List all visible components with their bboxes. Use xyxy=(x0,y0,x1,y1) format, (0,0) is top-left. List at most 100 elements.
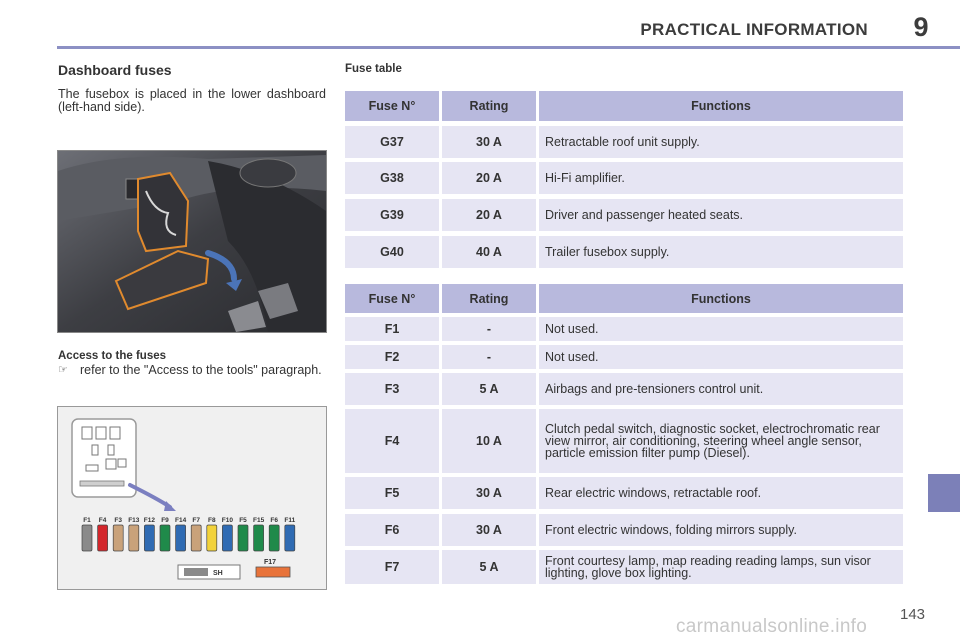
table-row: G40 40 A Trailer fusebox supply. xyxy=(345,236,903,268)
rating-cell: 20 A xyxy=(442,162,536,194)
rating-cell: 30 A xyxy=(442,514,536,546)
function-cell: Front courtesy lamp, map reading reading… xyxy=(539,550,903,584)
fuse-labels: F1 F4 F3 F13 F12 F9 F14 F7 F8 F10 F5 F15 F6 F11 xyxy=(83,517,295,524)
fuse-cell: F7 xyxy=(345,550,439,584)
function-cell: Trailer fusebox supply. xyxy=(539,236,903,268)
fuse-bar xyxy=(237,524,249,552)
fuse-label: F12 xyxy=(144,517,156,524)
table-row: F4 10 A Clutch pedal switch, diagnostic so… xyxy=(345,409,903,473)
header-functions: Functions xyxy=(539,284,903,313)
fuse-table-title: Fuse table xyxy=(345,63,402,75)
fuse-bar xyxy=(190,524,202,552)
rating-cell: 5 A xyxy=(442,373,536,405)
table-row: G38 20 A Hi-Fi amplifier. xyxy=(345,162,903,194)
fuse-label: F10 xyxy=(222,517,234,524)
header-rating: Rating xyxy=(442,91,536,121)
sh-label: SH xyxy=(213,570,223,577)
watermark: carmanualsonline.info xyxy=(676,616,868,637)
fuse-cell: F1 xyxy=(345,317,439,341)
fuse-label: F8 xyxy=(208,517,216,524)
fuse-label: F14 xyxy=(175,517,187,524)
rating-cell: 30 A xyxy=(442,126,536,158)
function-cell: Not used. xyxy=(539,317,903,341)
f17-label: F17 xyxy=(264,559,276,566)
fuse-bar xyxy=(206,524,218,552)
fuse-label: F6 xyxy=(270,517,278,524)
rating-cell: 20 A xyxy=(442,199,536,231)
fuse-label: F15 xyxy=(253,517,265,524)
fuse-bar xyxy=(284,524,296,552)
fuse-bar xyxy=(222,524,233,552)
table-header: Fuse N° Rating Functions xyxy=(345,284,903,313)
fuse-label: F9 xyxy=(161,517,169,524)
access-instruction-text: refer to the "Access to the tools" parag… xyxy=(80,363,322,377)
header-fuse: Fuse N° xyxy=(345,91,439,121)
fuse-bar xyxy=(144,524,155,552)
rating-cell: 5 A xyxy=(442,550,536,584)
fuse-label: F3 xyxy=(114,517,122,524)
function-cell: Driver and passenger heated seats. xyxy=(539,199,903,231)
access-heading: Access to the fuses xyxy=(58,350,167,362)
fuse-cell: F6 xyxy=(345,514,439,546)
intro-text: The fusebox is placed in the lower dashb… xyxy=(58,87,326,114)
table-row: G37 30 A Retractable roof unit supply. xyxy=(345,126,903,158)
fuse-label: F1 xyxy=(83,517,91,524)
chapter-number: 9 xyxy=(913,12,929,42)
fuse-bars xyxy=(81,524,296,552)
dashboard-photo xyxy=(57,150,327,333)
fuse-cell: G37 xyxy=(345,126,439,158)
fuse-bar xyxy=(159,524,171,552)
function-cell: Clutch pedal switch, diagnostic socket, … xyxy=(539,409,903,473)
fuse-bar xyxy=(268,524,280,552)
fuse-cell: F5 xyxy=(345,477,439,509)
fusebox-diagram: F1 F4 F3 F13 F12 F9 F14 F7 F8 F10 F5 F15 F6 F11 SH F1… xyxy=(57,406,327,590)
function-cell: Hi-Fi amplifier. xyxy=(539,162,903,194)
function-cell: Not used. xyxy=(539,345,903,369)
fuse-cell: F4 xyxy=(345,409,439,473)
header-rating: Rating xyxy=(442,284,536,313)
pointing-hand-icon: ☞ xyxy=(58,364,68,376)
fuse-bar xyxy=(175,524,186,552)
function-cell: Retractable roof unit supply. xyxy=(539,126,903,158)
fuse-bar xyxy=(253,524,264,552)
fuse-bar xyxy=(112,524,124,552)
fuse-cell: G38 xyxy=(345,162,439,194)
table-row: F7 5 A Front courtesy lamp, map reading re… xyxy=(345,550,903,584)
fuse-cell: G40 xyxy=(345,236,439,268)
table-row: F5 30 A Rear electric windows, retractable… xyxy=(345,477,903,509)
page-number: 143 xyxy=(900,606,926,623)
fusebox-diagram-illustration: F1 F4 F3 F13 F12 F9 F14 F7 F8 F10 F5 F15 F6 F11 SH F1… xyxy=(71,418,296,580)
dashboard-photo-illustration xyxy=(58,151,326,332)
fuse-cell: F2 xyxy=(345,345,439,369)
header-fuse: Fuse N° xyxy=(345,284,439,313)
fuse-cell: F3 xyxy=(345,373,439,405)
f17-fuse xyxy=(255,566,291,578)
rating-cell: - xyxy=(442,345,536,369)
section-title: PRACTICAL INFORMATION xyxy=(640,20,868,39)
table-row: F2- Not used. xyxy=(345,345,903,369)
fuse-bar xyxy=(128,524,140,552)
header-rule xyxy=(57,46,960,49)
fuse-cell: G39 xyxy=(345,199,439,231)
function-cell: Rear electric windows, retractable roof. xyxy=(539,477,903,509)
fuse-label: F13 xyxy=(128,517,140,524)
dashboard-fuses-heading: Dashboard fuses xyxy=(58,62,172,78)
access-instruction: ☞ refer to the "Access to the tools" par… xyxy=(58,364,326,377)
fuse-label: F11 xyxy=(284,517,295,524)
table-row: F6 30 A Front electric windows, folding mi… xyxy=(345,514,903,546)
fuse-label: F5 xyxy=(239,517,247,524)
fuse-bar xyxy=(81,524,93,552)
table-row: G39 20 A Driver and passenger heated seats… xyxy=(345,199,903,231)
rating-cell: 40 A xyxy=(442,236,536,268)
function-cell: Front electric windows, folding mirrors … xyxy=(539,514,903,546)
fuse-label: F4 xyxy=(99,517,107,524)
fuse-bar xyxy=(97,524,108,552)
function-cell: Airbags and pre-tensioners control unit. xyxy=(539,373,903,405)
rating-cell: 10 A xyxy=(442,409,536,473)
table-row: F3 5 A Airbags and pre-tensioners control … xyxy=(345,373,903,405)
fuse-label: F7 xyxy=(192,517,200,524)
rating-cell: 30 A xyxy=(442,477,536,509)
chapter-tab xyxy=(928,474,960,512)
rating-cell: - xyxy=(442,317,536,341)
header-functions: Functions xyxy=(539,91,903,121)
